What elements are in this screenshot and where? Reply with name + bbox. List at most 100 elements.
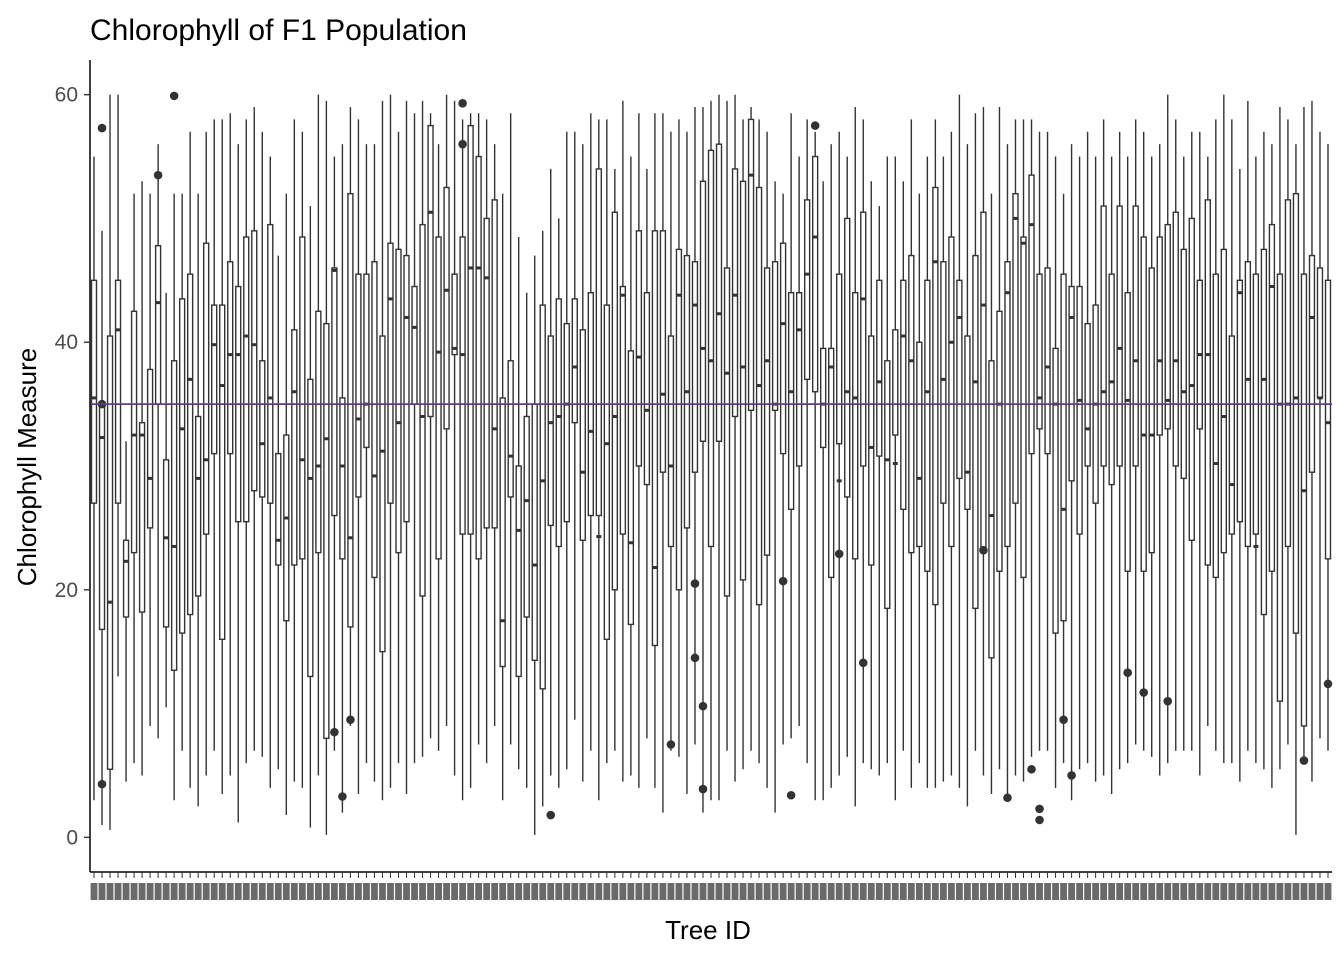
box-iqr: [868, 335, 875, 566]
box-59: [555, 218, 562, 788]
box-139: [1196, 131, 1203, 776]
box-13: [186, 131, 194, 788]
box-iqr: [307, 378, 314, 678]
box-52: [499, 193, 506, 801]
box-iqr: [675, 248, 683, 591]
box-149: [1276, 107, 1284, 770]
x-tick-label-illegible: [996, 883, 1003, 900]
box-iqr: [1204, 199, 1211, 566]
box-71: [651, 113, 659, 788]
box-iqr: [876, 279, 883, 457]
x-tick-label-illegible: [379, 883, 386, 900]
box-iqr: [1276, 273, 1284, 702]
x-tick-label-illegible: [1020, 883, 1027, 900]
box-68: [627, 156, 635, 776]
box-iqr: [723, 267, 731, 597]
box-145: [1244, 100, 1252, 751]
x-tick-label-illegible: [851, 883, 859, 900]
box-107: [940, 156, 947, 782]
box-40: [403, 100, 410, 795]
box-iqr: [1324, 279, 1332, 560]
x-tick-label-illegible: [395, 883, 402, 900]
box-57: [539, 230, 546, 807]
box-iqr: [547, 335, 554, 527]
box-iqr: [1228, 335, 1236, 535]
box-113: [988, 193, 995, 795]
x-tick-label-illegible: [723, 883, 731, 900]
x-tick-label-illegible: [1012, 883, 1019, 900]
box-95: [844, 156, 851, 757]
box-129: [1116, 131, 1123, 770]
x-tick-label-illegible: [202, 883, 210, 900]
box-6: [130, 193, 138, 764]
box-iqr: [828, 347, 835, 579]
box-iqr: [916, 341, 923, 548]
box-iqr: [355, 273, 362, 498]
x-tick-label-illegible: [1308, 883, 1316, 900]
box-70: [643, 168, 651, 739]
box-iqr: [852, 292, 859, 560]
x-tick-label-illegible: [491, 883, 499, 900]
box-iqr: [996, 310, 1003, 572]
x-tick-label-illegible: [1092, 883, 1100, 900]
box-iqr: [483, 217, 490, 529]
box-iqr: [1180, 248, 1187, 480]
box-iqr: [739, 180, 747, 581]
x-tick-label-illegible: [691, 883, 699, 900]
outlier-point-8: [346, 715, 355, 725]
box-iqr: [395, 248, 402, 554]
outlier-point-9: [458, 139, 467, 149]
x-tick-label-illegible: [563, 883, 571, 900]
box-iqr: [932, 186, 939, 606]
x-tick-label-illegible: [194, 883, 202, 900]
box-iqr: [779, 242, 787, 455]
x-tick-label-illegible: [763, 883, 771, 900]
x-tick-label-illegible: [314, 883, 322, 900]
box-iqr: [980, 211, 987, 554]
y-tick-label-20: 20: [55, 579, 78, 602]
x-tick-label-illegible: [1148, 883, 1156, 900]
box-37: [379, 100, 386, 801]
box-30: [323, 100, 330, 835]
x-tick-label-illegible: [258, 883, 266, 900]
outlier-point-6: [330, 727, 339, 737]
box-iqr: [523, 415, 530, 618]
outlier-point-12: [666, 740, 676, 749]
box-2: [98, 230, 106, 825]
box-78: [707, 100, 715, 801]
box-iqr: [731, 168, 739, 418]
x-tick-label-illegible: [819, 883, 827, 900]
box-iqr: [315, 310, 322, 554]
x-tick-label-illegible: [843, 883, 851, 900]
box-109: [956, 94, 963, 788]
box-iqr: [563, 322, 570, 523]
box-123: [1068, 144, 1075, 801]
x-tick-label-illegible: [1036, 883, 1043, 900]
x-tick-label-illegible: [451, 883, 458, 900]
box-iqr: [755, 186, 763, 606]
box-50: [483, 119, 490, 764]
box-11: [170, 193, 178, 801]
box-iqr: [595, 168, 603, 517]
x-tick-label-illegible: [867, 883, 875, 900]
x-tick-label-illegible: [1236, 883, 1244, 900]
y-tick-label-0: 0: [66, 826, 78, 849]
box-131: [1132, 119, 1139, 745]
box-112: [980, 107, 987, 776]
box-118: [1028, 119, 1035, 757]
box-iqr: [988, 360, 995, 659]
box-32: [339, 144, 346, 813]
box-24: [275, 255, 282, 770]
box-iqr: [259, 360, 266, 498]
x-tick-label-illegible: [218, 883, 226, 900]
outlier-point-1: [97, 123, 107, 133]
box-82: [739, 119, 747, 770]
x-tick-label-illegible: [779, 883, 787, 900]
box-117: [1020, 119, 1027, 782]
box-iqr: [299, 236, 306, 560]
x-tick-label-illegible: [371, 883, 378, 900]
outlier-point-28: [1067, 771, 1076, 780]
x-tick-label-illegible: [483, 883, 491, 900]
box-iqr: [691, 261, 699, 473]
x-tick-label-illegible: [555, 883, 563, 900]
